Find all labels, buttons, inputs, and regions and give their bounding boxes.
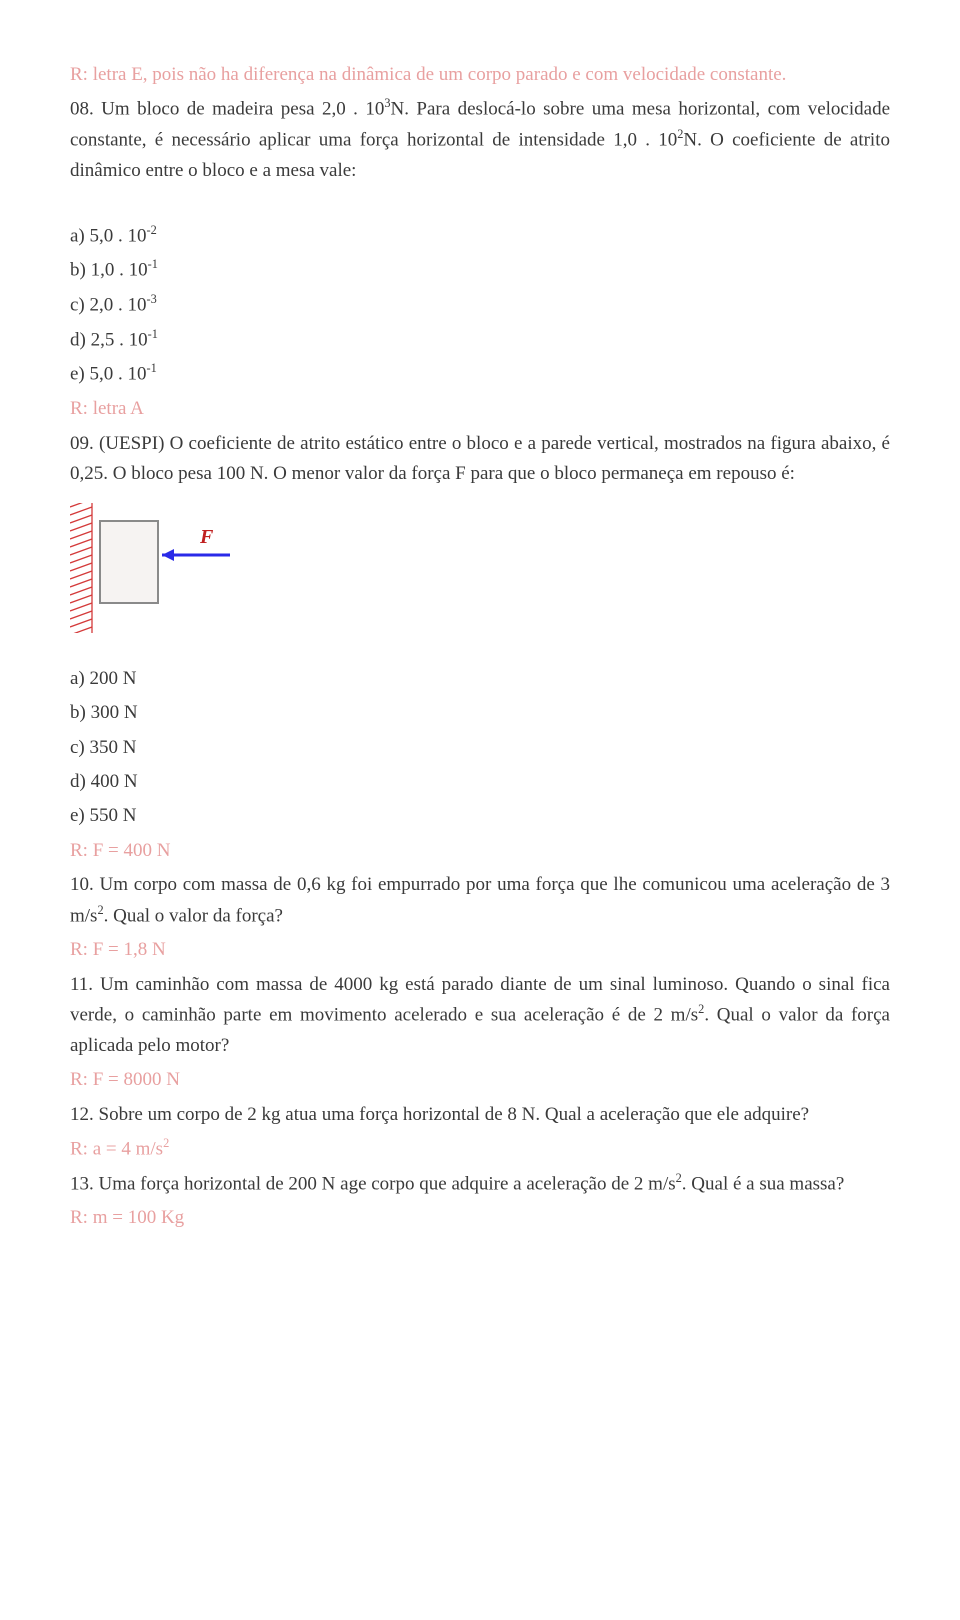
answer-07: R: letra E, pois não ha diferença na din… — [70, 60, 890, 90]
q09-option-c: c) 350 N — [70, 733, 890, 763]
q08-e-pre: e) 5,0 . 10 — [70, 364, 147, 385]
answer-11: R: F = 8000 N — [70, 1065, 890, 1095]
q12-answer-pre: R: a = 4 m/s — [70, 1138, 163, 1159]
q10-post: . Qual o valor da força? — [104, 905, 283, 926]
q08-option-b: b) 1,0 . 10-1 — [70, 255, 890, 286]
q08-d-sup: -1 — [148, 327, 158, 341]
q08-option-d: d) 2,5 . 10-1 — [70, 325, 890, 356]
q08-b-pre: b) 1,0 . 10 — [70, 260, 148, 281]
q09-option-e: e) 550 N — [70, 801, 890, 831]
q08-d-pre: d) 2,5 . 10 — [70, 329, 148, 350]
svg-text:F: F — [199, 526, 214, 548]
q08-a-sup: -2 — [147, 223, 157, 237]
q12-answer-sup: 2 — [163, 1136, 169, 1150]
q09-option-d: d) 400 N — [70, 767, 890, 797]
q08-text-1: 08. Um bloco de madeira pesa 2,0 . 10 — [70, 99, 384, 120]
answer-13: R: m = 100 Kg — [70, 1203, 890, 1233]
q08-option-e: e) 5,0 . 10-1 — [70, 359, 890, 390]
q13-post: . Qual é a sua massa? — [682, 1173, 845, 1194]
q08-a-pre: a) 5,0 . 10 — [70, 225, 147, 246]
answer-08: R: letra A — [70, 394, 890, 424]
q13-pre: 13. Uma força horizontal de 200 N age co… — [70, 1173, 676, 1194]
q08-option-a: a) 5,0 . 10-2 — [70, 221, 890, 252]
answer-09: R: F = 400 N — [70, 836, 890, 866]
q09-diagram-svg: F — [70, 503, 240, 633]
q09-diagram: F — [70, 503, 890, 643]
q08-c-sup: -3 — [147, 292, 157, 306]
q09-option-b: b) 300 N — [70, 698, 890, 728]
answer-12: R: a = 4 m/s2 — [70, 1134, 890, 1165]
question-08: 08. Um bloco de madeira pesa 2,0 . 103N.… — [70, 94, 890, 186]
question-11: 11. Um caminhão com massa de 4000 kg est… — [70, 970, 890, 1062]
question-10: 10. Um corpo com massa de 0,6 kg foi emp… — [70, 870, 890, 931]
q08-b-sup: -1 — [148, 257, 158, 271]
question-12: 12. Sobre um corpo de 2 kg atua uma forç… — [70, 1100, 890, 1130]
q08-e-sup: -1 — [147, 361, 157, 375]
answer-10: R: F = 1,8 N — [70, 935, 890, 965]
q08-c-pre: c) 2,0 . 10 — [70, 294, 147, 315]
q08-option-c: c) 2,0 . 10-3 — [70, 290, 890, 321]
q09-option-a: a) 200 N — [70, 664, 890, 694]
question-13: 13. Uma força horizontal de 200 N age co… — [70, 1169, 890, 1200]
question-09: 09. (UESPI) O coeficiente de atrito está… — [70, 429, 890, 490]
